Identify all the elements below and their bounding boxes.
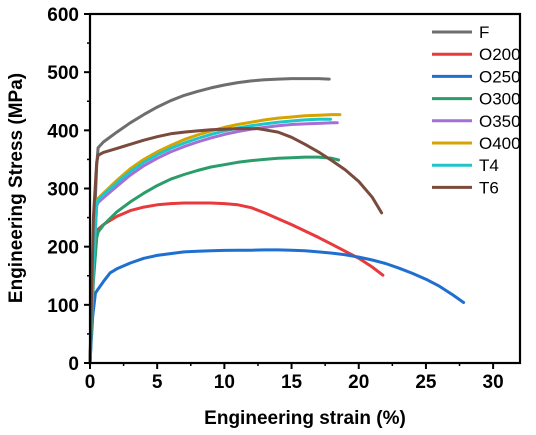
legend-label: O300 — [479, 90, 521, 109]
x-tick-label: 25 — [415, 372, 437, 393]
legend-label: O400 — [479, 134, 521, 153]
y-tick-label: 300 — [47, 180, 79, 201]
y-tick-label: 200 — [47, 238, 79, 259]
x-tick-label: 15 — [281, 372, 303, 393]
y-tick-label: 600 — [47, 5, 79, 26]
legend-label: F — [479, 23, 489, 42]
x-tick-label: 0 — [85, 372, 96, 393]
series-line-o350 — [88, 121, 339, 365]
series-line-f — [88, 77, 331, 365]
x-tick-label: 30 — [483, 372, 504, 393]
series-line-o300 — [88, 155, 341, 365]
y-tick-label: 500 — [47, 63, 79, 84]
series-layer — [88, 77, 466, 365]
y-tick-label: 100 — [47, 296, 79, 317]
series-line-t6 — [88, 127, 384, 365]
legend: F O200 O250 O300 O350 O400 T4 T6 — [432, 23, 521, 197]
legend-label: O200 — [479, 45, 521, 64]
legend-label: T4 — [479, 156, 499, 175]
series-line-t4 — [88, 117, 332, 365]
series-line-o250 — [88, 248, 466, 365]
y-tick-label: 400 — [47, 121, 79, 142]
x-tick-label: 10 — [214, 372, 235, 393]
y-axis-title: Engineering Stress (MPa) — [6, 73, 27, 303]
series-line-o200 — [88, 201, 385, 365]
x-tick-label: 5 — [152, 372, 163, 393]
legend-label: O250 — [479, 67, 521, 86]
y-tick-label: 0 — [68, 354, 79, 375]
series-line-o400 — [88, 113, 342, 365]
legend-label: O350 — [479, 112, 521, 131]
x-axis-title: Engineering strain (%) — [204, 408, 406, 429]
legend-label: T6 — [479, 178, 499, 197]
x-tick-label: 20 — [348, 372, 369, 393]
